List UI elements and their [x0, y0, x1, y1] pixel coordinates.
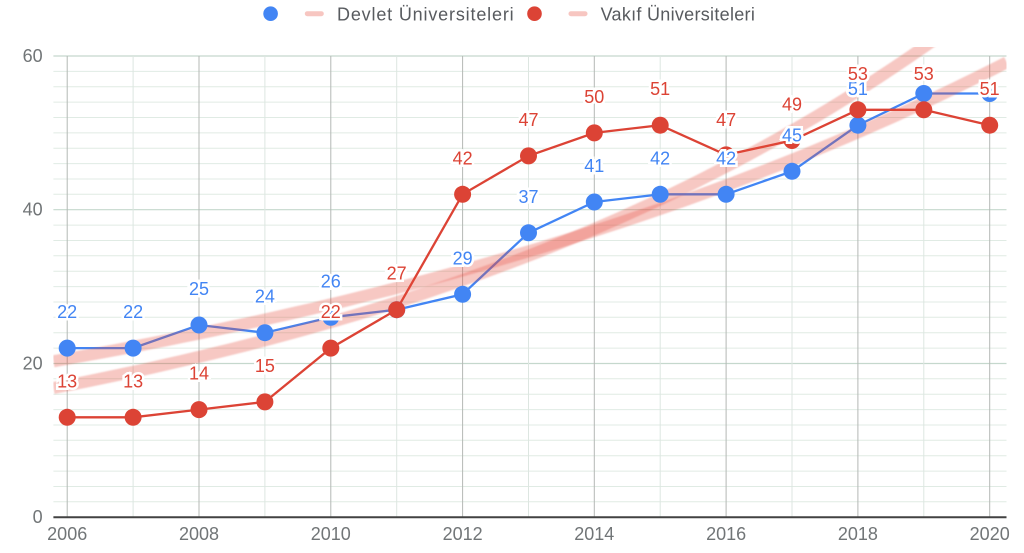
svg-text:22: 22	[57, 302, 77, 322]
svg-text:15: 15	[255, 356, 275, 376]
svg-text:Vakıf Üniversiteleri: Vakıf Üniversiteleri	[601, 5, 756, 25]
svg-text:40: 40	[23, 200, 43, 220]
svg-text:13: 13	[57, 371, 77, 391]
svg-text:20: 20	[23, 354, 43, 374]
svg-text:2012: 2012	[443, 524, 483, 544]
svg-text:2006: 2006	[47, 524, 87, 544]
svg-text:26: 26	[321, 271, 341, 291]
svg-text:42: 42	[453, 148, 473, 168]
svg-text:0: 0	[33, 507, 43, 527]
svg-text:2008: 2008	[179, 524, 219, 544]
svg-text:51: 51	[650, 79, 670, 99]
svg-text:60: 60	[23, 46, 43, 66]
svg-text:25: 25	[189, 279, 209, 299]
svg-text:2014: 2014	[574, 524, 614, 544]
svg-text:47: 47	[518, 110, 538, 130]
svg-text:41: 41	[584, 156, 604, 176]
svg-text:2016: 2016	[706, 524, 746, 544]
svg-text:22: 22	[123, 302, 143, 322]
svg-text:49: 49	[782, 95, 802, 115]
svg-text:22: 22	[321, 302, 341, 322]
svg-text:14: 14	[189, 364, 209, 384]
svg-text:Devlet Üniversiteleri: Devlet Üniversiteleri	[337, 5, 514, 25]
svg-text:45: 45	[782, 125, 802, 145]
svg-text:42: 42	[716, 148, 736, 168]
svg-text:53: 53	[914, 64, 934, 84]
svg-text:2018: 2018	[838, 524, 878, 544]
svg-text:47: 47	[716, 110, 736, 130]
svg-text:53: 53	[848, 64, 868, 84]
svg-text:37: 37	[518, 187, 538, 207]
svg-text:50: 50	[584, 87, 604, 107]
svg-text:13: 13	[123, 371, 143, 391]
svg-text:27: 27	[387, 264, 407, 284]
svg-text:51: 51	[980, 79, 1000, 99]
svg-text:2020: 2020	[970, 524, 1010, 544]
svg-text:51: 51	[848, 79, 868, 99]
svg-text:29: 29	[453, 248, 473, 268]
svg-text:2010: 2010	[311, 524, 351, 544]
svg-text:42: 42	[650, 148, 670, 168]
svg-text:24: 24	[255, 287, 275, 307]
